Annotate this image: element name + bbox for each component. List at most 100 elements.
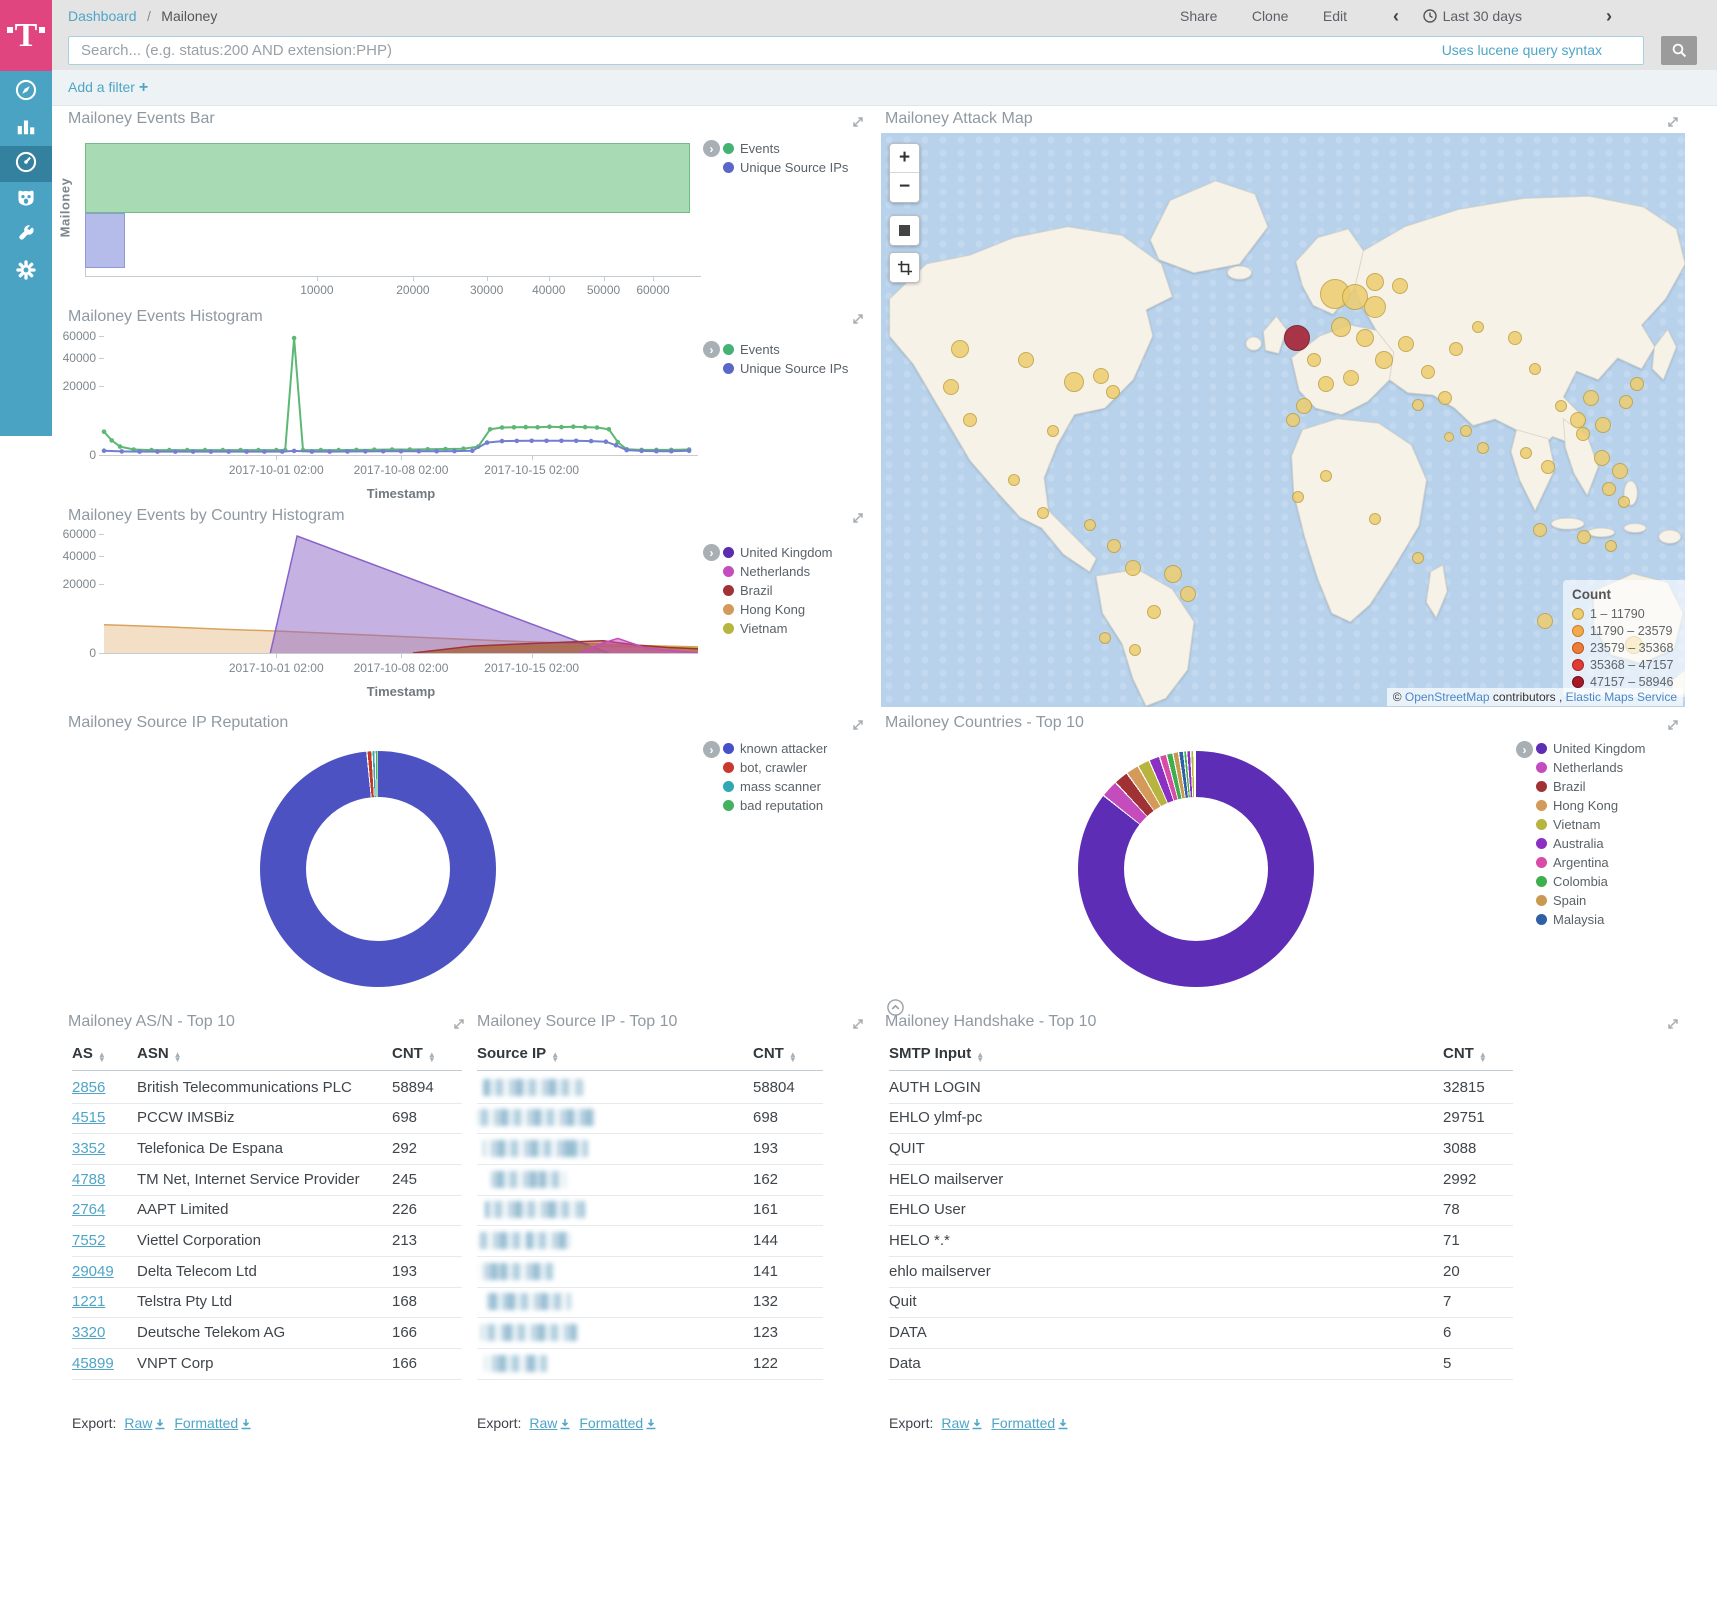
column-header-cnt[interactable]: CNT ▲ ▼: [1443, 1045, 1487, 1064]
breadcrumb-dashboard-link[interactable]: Dashboard: [68, 8, 137, 24]
legend-item[interactable]: United Kingdom: [723, 543, 833, 562]
y-tick-mark: [99, 555, 104, 557]
expand-panel-icon[interactable]: [851, 312, 865, 326]
expand-panel-icon[interactable]: [851, 511, 865, 525]
as-number-link[interactable]: 3320: [72, 1324, 106, 1342]
as-number-link[interactable]: 1221: [72, 1293, 106, 1311]
table-row: 1221 Telstra Pty Ltd 168: [72, 1287, 462, 1319]
legend-toggle-icon[interactable]: ›: [703, 544, 720, 561]
export-raw-link[interactable]: Raw: [124, 1415, 166, 1431]
expand-panel-icon[interactable]: [1666, 718, 1680, 732]
as-number-link[interactable]: 4788: [72, 1170, 106, 1188]
legend-item[interactable]: Australia: [1536, 834, 1646, 853]
export-raw-link[interactable]: Raw: [529, 1415, 571, 1431]
expand-panel-icon[interactable]: [851, 1017, 865, 1031]
legend-item[interactable]: Events: [723, 340, 848, 359]
legend-toggle-icon[interactable]: ›: [703, 741, 720, 758]
legend-item[interactable]: Colombia: [1536, 872, 1646, 891]
legend-item[interactable]: mass scanner: [723, 777, 827, 796]
legend-item[interactable]: bad reputation: [723, 796, 827, 815]
sidebar-item-discover[interactable]: [0, 74, 52, 110]
as-number-link[interactable]: 7552: [72, 1232, 106, 1249]
legend-item[interactable]: Brazil: [1536, 777, 1646, 796]
attack-point: [1605, 539, 1618, 552]
collapse-row-button[interactable]: [887, 999, 904, 1016]
legend-item[interactable]: Vietnam: [1536, 815, 1646, 834]
expand-panel-icon[interactable]: [851, 718, 865, 732]
time-picker[interactable]: Last 30 days: [1422, 8, 1522, 24]
as-number-link[interactable]: 4515: [72, 1109, 106, 1127]
export-formatted-link[interactable]: Formatted: [174, 1415, 252, 1431]
as-number-link[interactable]: 29049: [72, 1262, 114, 1280]
sidebar-item-visualize[interactable]: [0, 110, 52, 146]
legend-item[interactable]: Malaysia: [1536, 910, 1646, 929]
elastic-maps-link[interactable]: Elastic Maps Service: [1565, 690, 1677, 704]
legend-item[interactable]: Argentina: [1536, 853, 1646, 872]
expand-panel-icon[interactable]: [1666, 1017, 1680, 1031]
map-draw-rectangle-button[interactable]: [889, 252, 920, 283]
legend-item[interactable]: Brazil: [723, 581, 833, 600]
map-fit-button[interactable]: [889, 215, 920, 246]
legend-item[interactable]: Netherlands: [1536, 758, 1646, 777]
column-header-smtp-input[interactable]: SMTP Input ▲ ▼: [889, 1045, 985, 1064]
export-label: Export:: [889, 1415, 934, 1431]
export-formatted-link[interactable]: Formatted: [579, 1415, 657, 1431]
search-bar: Uses lucene query syntax: [52, 33, 1717, 70]
time-forward-chevron[interactable]: ›: [1606, 6, 1612, 26]
sidebar-item-timelion[interactable]: [0, 182, 52, 218]
sidebar-item-management[interactable]: [0, 254, 52, 290]
legend-toggle-icon[interactable]: ›: [1516, 741, 1533, 758]
legend-item[interactable]: Unique Source IPs: [723, 158, 848, 177]
edit-button[interactable]: Edit: [1322, 8, 1347, 24]
column-header-source-ip[interactable]: Source IP ▲ ▼: [477, 1045, 560, 1064]
as-number-link[interactable]: 2764: [72, 1201, 106, 1219]
legend-toggle-icon[interactable]: ›: [703, 140, 720, 157]
column-header-as[interactable]: AS ▲ ▼: [72, 1045, 106, 1064]
legend-item[interactable]: United Kingdom: [1536, 739, 1646, 758]
legend-item[interactable]: Events: [723, 139, 848, 158]
zoom-in-button[interactable]: +: [890, 144, 919, 173]
time-back-chevron[interactable]: ‹: [1393, 6, 1399, 26]
column-header-cnt[interactable]: CNT ▲ ▼: [392, 1045, 436, 1064]
legend-item[interactable]: Unique Source IPs: [723, 359, 848, 378]
search-icon: [1672, 43, 1686, 58]
expand-panel-icon[interactable]: [452, 1017, 466, 1031]
legend-toggle-icon[interactable]: ›: [703, 341, 720, 358]
legend-label: Events: [740, 342, 780, 357]
as-number-link[interactable]: 45899: [72, 1354, 114, 1372]
legend-item[interactable]: Netherlands: [723, 562, 833, 581]
export-formatted-link[interactable]: Formatted: [991, 1415, 1069, 1431]
search-input[interactable]: [68, 36, 1644, 65]
bar-unique-source-ips[interactable]: [85, 213, 126, 268]
sidebar-item-dev-tools[interactable]: [0, 218, 52, 254]
legend-item[interactable]: Spain: [1536, 891, 1646, 910]
zoom-out-button[interactable]: −: [898, 176, 911, 197]
attack-point: [1366, 272, 1385, 291]
telekom-logo[interactable]: T: [0, 0, 52, 71]
legend-item[interactable]: bot, crawler: [723, 758, 827, 777]
legend-item[interactable]: Hong Kong: [723, 600, 833, 619]
bar-events[interactable]: [85, 143, 690, 213]
x-tick-label: 60000: [636, 283, 670, 297]
openstreetmap-link[interactable]: OpenStreetMap: [1404, 690, 1490, 704]
export-raw-link[interactable]: Raw: [941, 1415, 983, 1431]
as-number-link[interactable]: 3352: [72, 1139, 106, 1157]
clone-button[interactable]: Clone: [1251, 8, 1289, 24]
legend-item[interactable]: known attacker: [723, 739, 827, 758]
expand-panel-icon[interactable]: [851, 115, 865, 129]
sidebar-item-dashboard[interactable]: [0, 146, 52, 182]
as-number-link[interactable]: 2856: [72, 1078, 106, 1096]
expand-panel-icon[interactable]: [1666, 115, 1680, 129]
ip-reputation-donut[interactable]: [260, 751, 496, 987]
column-header-asn[interactable]: ASN ▲ ▼: [137, 1045, 182, 1064]
add-filter-link[interactable]: Add a filter +: [68, 79, 149, 96]
column-header-cnt[interactable]: CNT ▲ ▼: [753, 1045, 797, 1064]
legend-item[interactable]: Vietnam: [723, 619, 833, 638]
lucene-syntax-link[interactable]: Uses lucene query syntax: [1441, 42, 1602, 58]
countries-donut[interactable]: [1078, 751, 1314, 987]
legend-item[interactable]: Hong Kong: [1536, 796, 1646, 815]
share-button[interactable]: Share: [1180, 8, 1218, 24]
search-button[interactable]: [1661, 36, 1697, 65]
attack-map[interactable]: + − Count 1 – 11790 11790 – 23579 23579 – …: [881, 133, 1685, 707]
cell-smtp-input: Quit: [889, 1293, 917, 1311]
